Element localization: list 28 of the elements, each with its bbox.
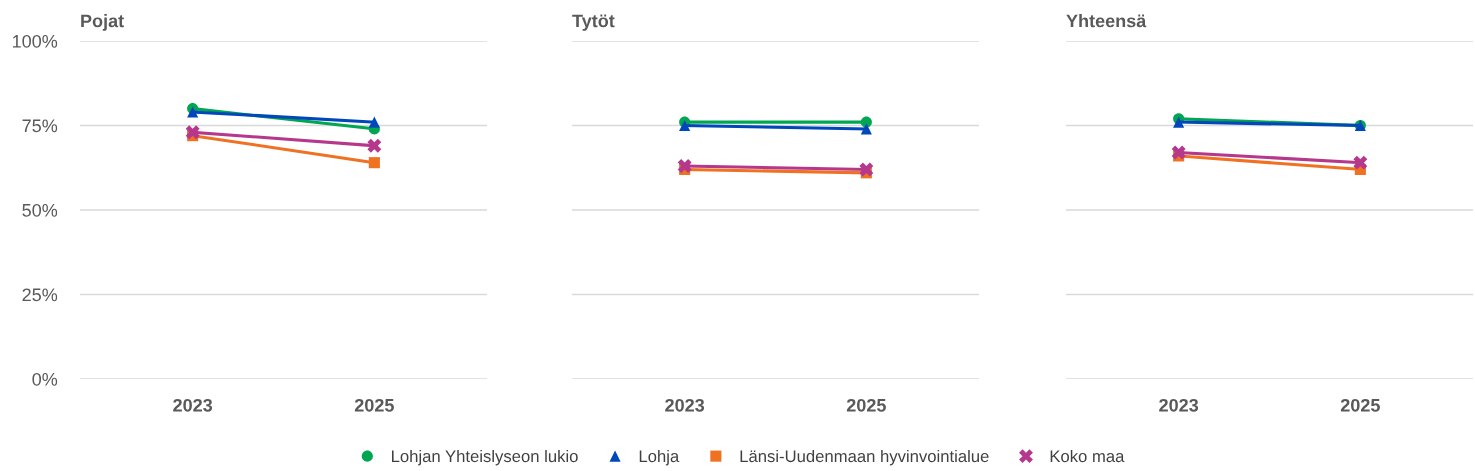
point (368, 157, 380, 169)
legend-label: Länsi-Uudenmaan hyvinvointialue (740, 449, 989, 466)
point (1353, 155, 1368, 170)
y-tick-label: 25% (22, 288, 58, 302)
x-tick-label: 2025 (354, 398, 394, 412)
point (860, 116, 872, 128)
x-tick-label: 2023 (1159, 398, 1199, 412)
chart-title: Tytöt (572, 14, 615, 31)
x-tick-label: 2023 (173, 398, 213, 412)
legend-label: Lohja (639, 449, 680, 466)
y-tick-label: 0% (32, 372, 58, 386)
point (679, 119, 691, 132)
point (367, 138, 382, 153)
point (1171, 145, 1186, 160)
chart-title: Yhteensä (1066, 14, 1147, 28)
x-tick-label: 2025 (1340, 398, 1380, 412)
legend-label: Koko maa (1050, 449, 1125, 463)
y-tick-label: 50% (22, 203, 58, 217)
x-tick-label: 2023 (665, 398, 705, 412)
legend-label: Lohjan Yhteislyseon lukio (392, 449, 578, 466)
x-tick-label: 2025 (846, 398, 886, 412)
chart-title: Pojat (81, 14, 124, 31)
point (185, 125, 200, 140)
y-tick-label: 75% (22, 119, 58, 133)
point (368, 116, 380, 128)
point (677, 159, 692, 173)
y-tick-label: 100% (12, 34, 58, 48)
point (859, 162, 874, 177)
